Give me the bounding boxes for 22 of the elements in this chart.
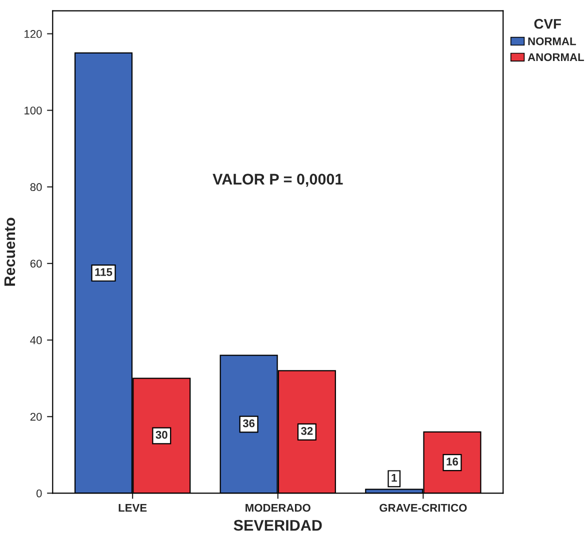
y-tick-label: 0 — [36, 489, 42, 498]
data-label: 1 — [392, 474, 397, 482]
y-tick-label: 120 — [24, 30, 42, 38]
data-label: 115 — [95, 268, 112, 276]
y-tick-label: 40 — [30, 336, 42, 344]
data-label: 32 — [301, 427, 313, 435]
legend-label: NORMAL — [528, 37, 576, 46]
legend-title: CVF — [534, 18, 561, 29]
x-tick-label: GRAVE-CRITICO — [380, 504, 467, 512]
data-label: 36 — [242, 419, 255, 428]
x-tick-label: LEVE — [118, 504, 147, 512]
legend-label: ANORMAL — [528, 53, 584, 62]
y-tick-label: 100 — [24, 106, 42, 114]
y-tick-label: 60 — [30, 260, 42, 268]
annotation: VALOR P = 0,0001 — [212, 174, 343, 187]
y-tick-label: 20 — [30, 412, 42, 421]
x-axis-title: SEVERIDAD — [234, 520, 322, 531]
y-axis-title: Recuento — [4, 218, 16, 286]
data-label: 16 — [446, 458, 458, 466]
x-tick-label: MODERADO — [246, 504, 310, 512]
data-label: 30 — [156, 430, 168, 439]
y-tick-label: 80 — [30, 183, 42, 192]
